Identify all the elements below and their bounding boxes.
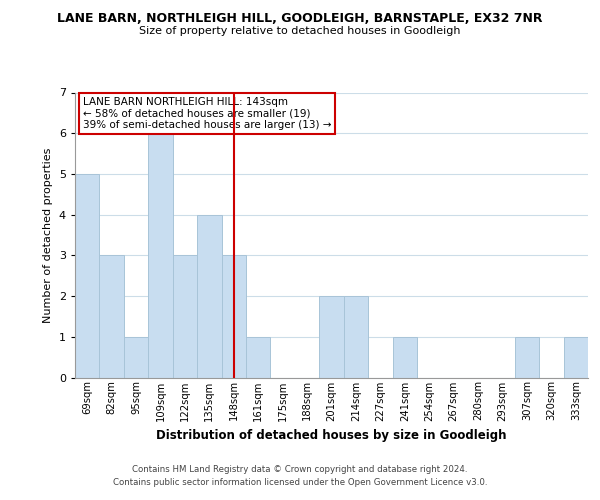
Text: Size of property relative to detached houses in Goodleigh: Size of property relative to detached ho… <box>139 26 461 36</box>
Text: LANE BARN, NORTHLEIGH HILL, GOODLEIGH, BARNSTAPLE, EX32 7NR: LANE BARN, NORTHLEIGH HILL, GOODLEIGH, B… <box>57 12 543 26</box>
Text: Contains public sector information licensed under the Open Government Licence v3: Contains public sector information licen… <box>113 478 487 487</box>
Bar <box>100 256 124 378</box>
X-axis label: Distribution of detached houses by size in Goodleigh: Distribution of detached houses by size … <box>156 429 507 442</box>
Bar <box>148 133 173 378</box>
Bar <box>392 337 417 378</box>
Y-axis label: Number of detached properties: Number of detached properties <box>43 148 53 322</box>
Bar <box>75 174 100 378</box>
Text: LANE BARN NORTHLEIGH HILL: 143sqm
← 58% of detached houses are smaller (19)
39% : LANE BARN NORTHLEIGH HILL: 143sqm ← 58% … <box>83 97 331 130</box>
Bar <box>319 296 344 378</box>
Bar <box>197 214 221 378</box>
Bar <box>246 337 271 378</box>
Bar <box>173 256 197 378</box>
Bar <box>221 256 246 378</box>
Bar <box>515 337 539 378</box>
Text: Contains HM Land Registry data © Crown copyright and database right 2024.: Contains HM Land Registry data © Crown c… <box>132 465 468 474</box>
Bar <box>344 296 368 378</box>
Bar <box>124 337 148 378</box>
Bar <box>563 337 588 378</box>
